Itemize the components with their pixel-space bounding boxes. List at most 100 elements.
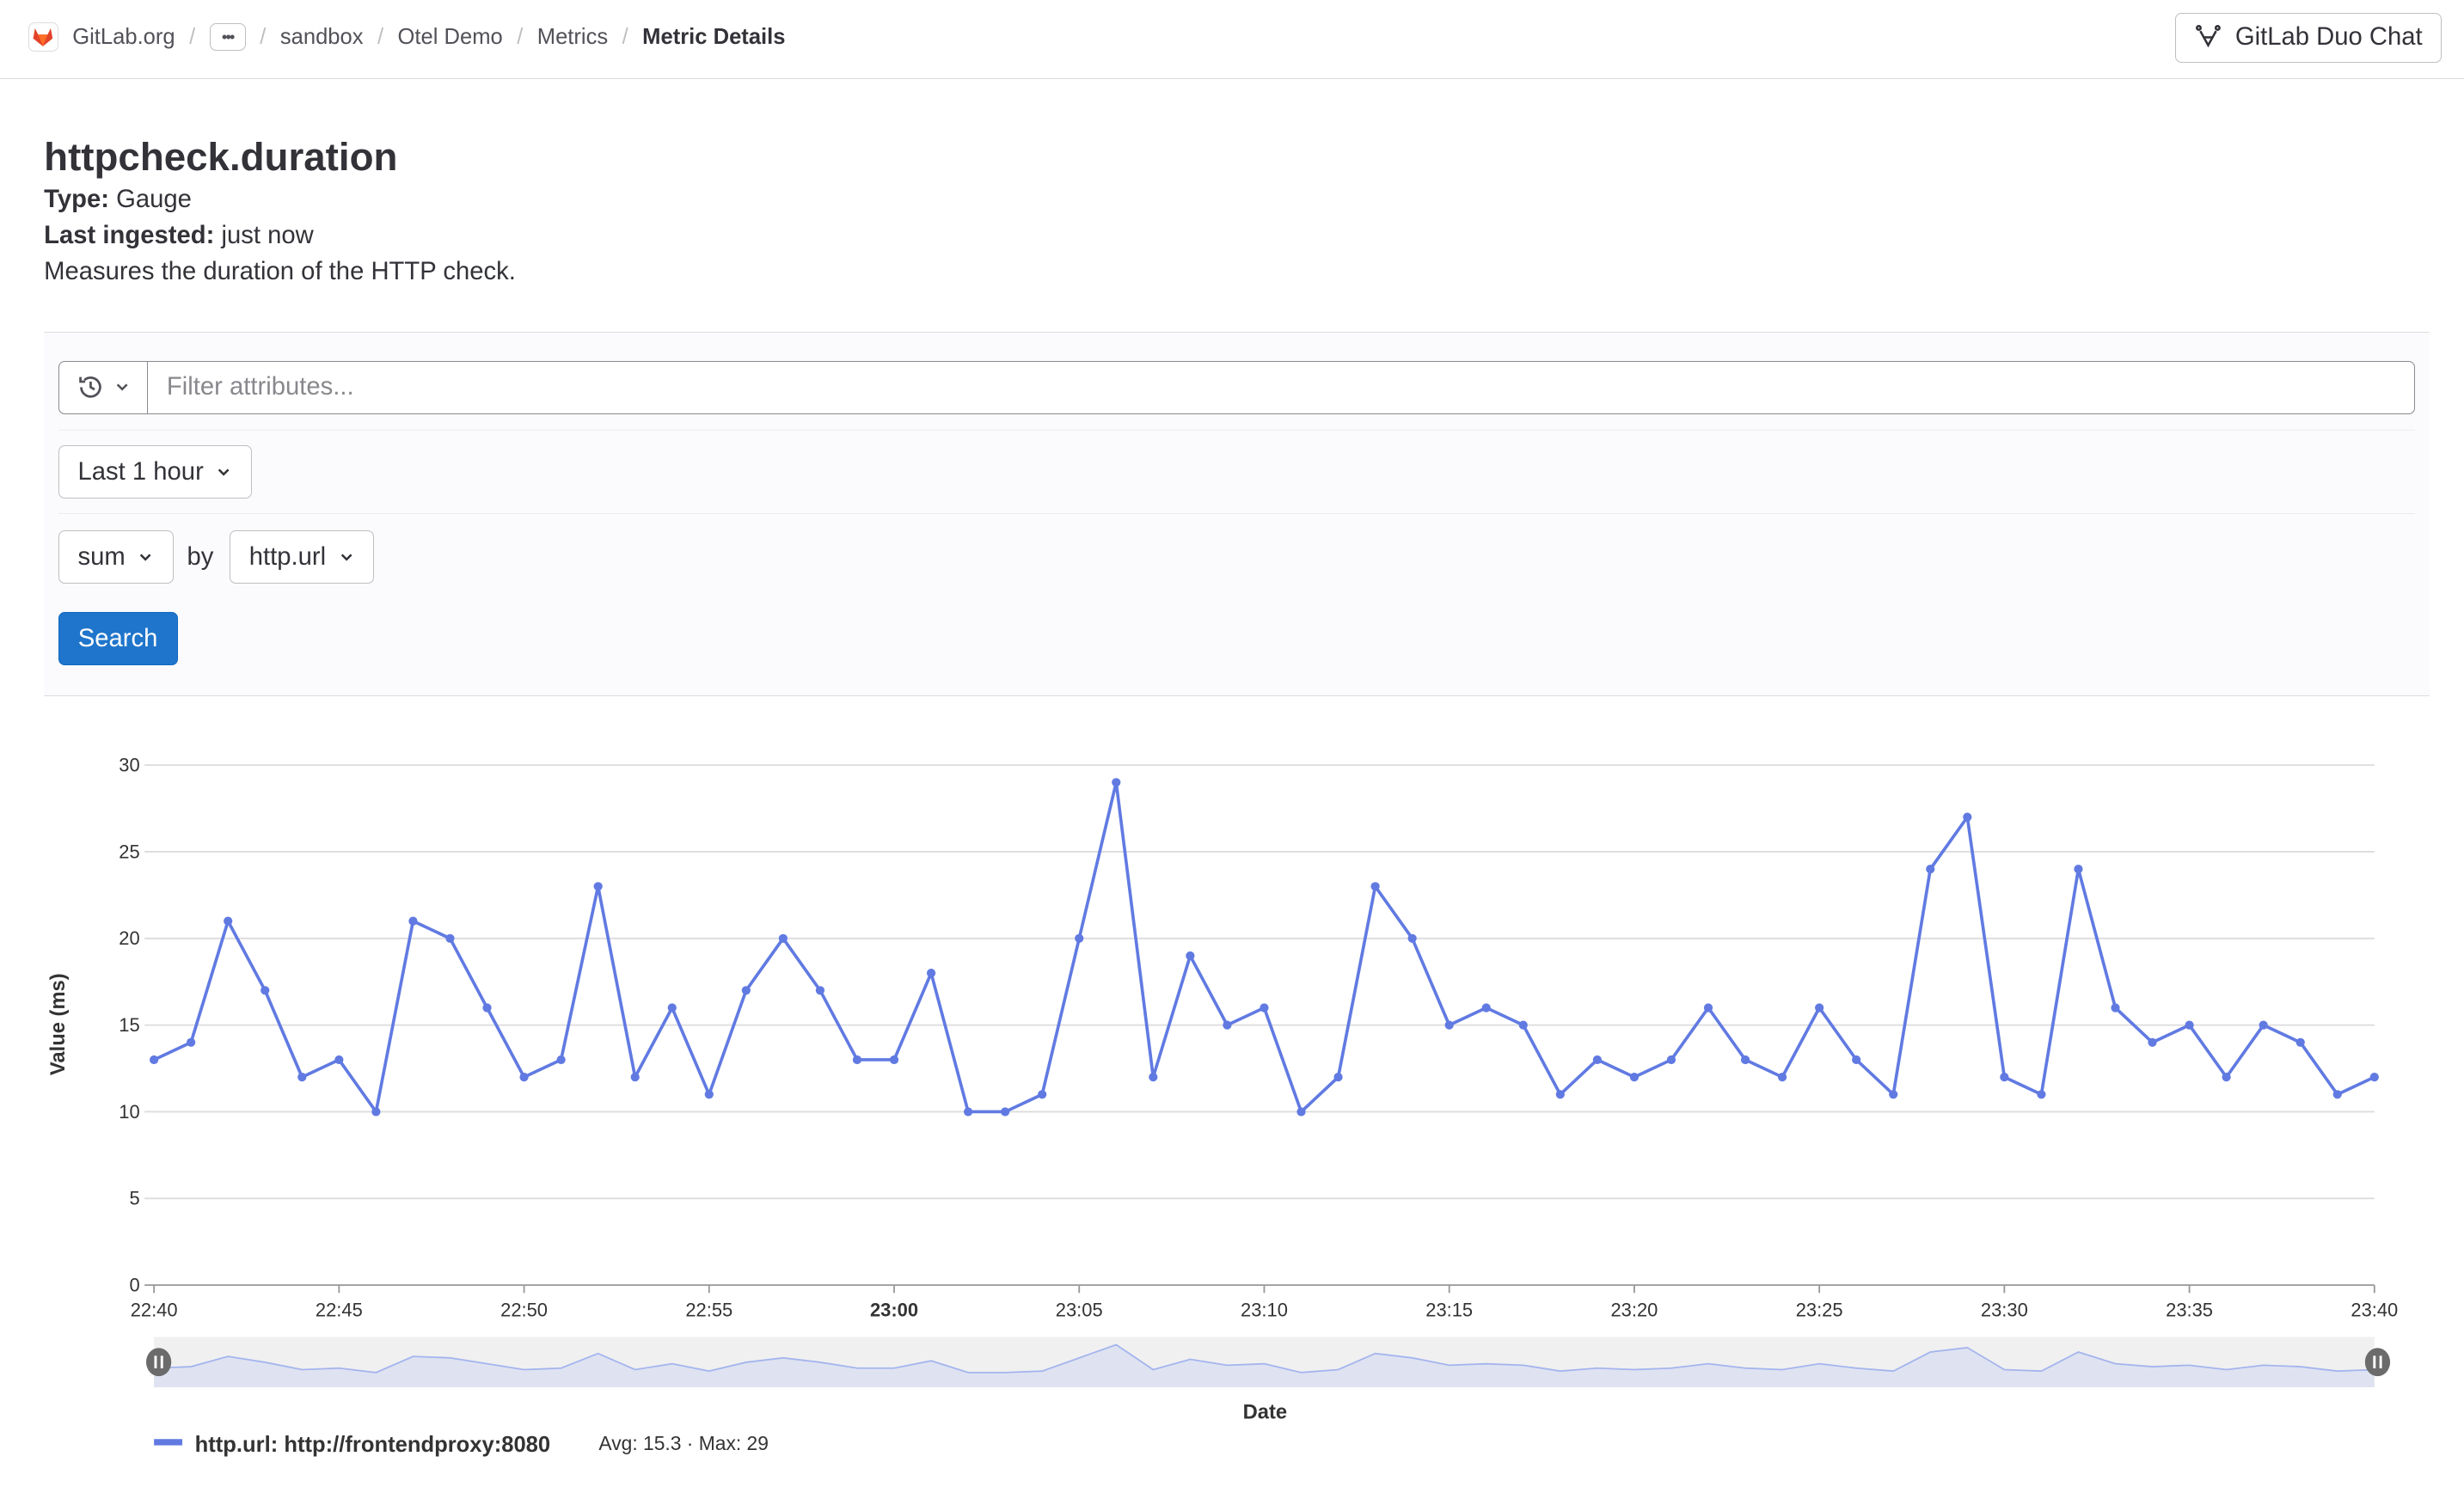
aggregation-dropdown[interactable]: sum [58,529,174,584]
x-tick-label: 22:50 [500,1300,548,1321]
data-point[interactable] [852,1055,862,1065]
data-point[interactable] [926,969,936,978]
data-point[interactable] [1666,1055,1676,1065]
data-point[interactable] [1038,1090,1047,1099]
data-point[interactable] [187,1037,196,1047]
data-point[interactable] [593,882,603,891]
data-point[interactable] [1370,882,1380,891]
legend-series-name[interactable]: http.url: http://frontendproxy:8080 [195,1433,551,1457]
data-point[interactable] [1481,1003,1491,1013]
data-point[interactable] [2000,1073,2009,1082]
series-line [153,781,2375,1117]
data-point[interactable] [1518,1020,1528,1030]
y-tick-label: 20 [119,927,139,949]
x-tick-label: 23:00 [870,1300,918,1321]
data-point[interactable] [1629,1073,1640,1082]
data-point[interactable] [2111,1003,2120,1013]
divider [58,429,2416,431]
data-point[interactable] [408,916,418,926]
chevron-down-icon [140,554,151,561]
metric-description: Measures the duration of the HTTP check. [44,257,516,285]
data-point[interactable] [1075,933,1084,943]
data-point[interactable] [2148,1037,2157,1047]
data-point[interactable] [2222,1073,2231,1082]
data-point[interactable] [445,933,455,943]
page-title: httpcheck.duration [44,135,398,180]
data-point[interactable] [667,1003,677,1013]
data-point[interactable] [889,1055,899,1065]
x-tick-label: 22:40 [131,1300,178,1321]
data-point[interactable] [1112,778,1121,787]
data-point[interactable] [1555,1090,1565,1099]
time-range-dropdown[interactable]: Last 1 hour [58,445,252,499]
data-point[interactable] [224,916,233,926]
data-point[interactable] [334,1055,344,1065]
zoom-slider-preview-line [154,1343,2375,1374]
data-point[interactable] [150,1055,159,1065]
data-point[interactable] [1592,1055,1602,1065]
x-tick-label: 23:20 [1610,1300,1658,1321]
data-point[interactable] [556,1055,566,1065]
data-point[interactable] [2037,1090,2046,1099]
breadcrumb-metrics[interactable]: Metrics [536,24,609,49]
data-point[interactable] [1740,1055,1750,1065]
data-point[interactable] [2295,1037,2305,1047]
search-button[interactable]: Search [58,612,178,666]
history-icon [78,376,101,398]
group-by-dropdown[interactable]: http.url [229,529,374,584]
metric-last-ingested: Last ingested: just now [44,221,314,249]
data-point[interactable] [1777,1073,1787,1082]
data-point[interactable] [2332,1090,2342,1099]
data-point[interactable] [778,933,788,943]
data-point[interactable] [519,1073,529,1082]
y-tick-label: 25 [119,841,139,862]
data-point[interactable] [704,1090,714,1099]
data-point[interactable] [1186,951,1195,961]
breadcrumb-more-button[interactable]: ••• [209,23,246,51]
duo-icon [2196,25,2222,48]
data-point[interactable] [1963,812,1972,822]
breadcrumb-otel-demo[interactable]: Otel Demo [397,24,503,49]
y-axis-label: Value (ms) [46,973,70,1075]
data-point[interactable] [963,1107,973,1117]
data-point[interactable] [260,986,270,995]
metric-type: Type: Gauge [44,185,192,213]
data-point[interactable] [297,1073,307,1082]
y-tick-label: 30 [119,754,139,775]
breadcrumb-gitlab-org[interactable]: GitLab.org [72,24,175,49]
data-point[interactable] [2259,1020,2268,1030]
data-point[interactable] [1223,1020,1232,1030]
legend-swatch [154,1439,183,1446]
zoom-handle-left[interactable] [145,1348,172,1377]
by-label: by [187,542,214,571]
x-tick-label: 22:55 [685,1300,732,1321]
data-point[interactable] [1149,1073,1158,1082]
data-point[interactable] [1926,865,1935,874]
data-point[interactable] [1852,1055,1861,1065]
data-point[interactable] [1444,1020,1454,1030]
data-point[interactable] [1333,1073,1343,1082]
data-point[interactable] [1407,933,1417,943]
recent-searches-button[interactable] [59,361,148,413]
data-point[interactable] [630,1073,640,1082]
data-point[interactable] [2185,1020,2194,1030]
data-point[interactable] [2369,1073,2379,1082]
data-point[interactable] [1260,1003,1269,1013]
data-point[interactable] [1296,1107,1306,1117]
data-point[interactable] [815,986,825,995]
data-point[interactable] [482,1003,492,1013]
data-point[interactable] [1703,1003,1713,1013]
zoom-handle-right[interactable] [2364,1348,2391,1377]
duo-chat-button[interactable]: GitLab Duo Chat [2174,12,2443,64]
data-point[interactable] [741,986,751,995]
x-tick-label: 23:15 [1425,1300,1473,1321]
data-point[interactable] [371,1107,381,1117]
data-point[interactable] [1001,1107,1010,1117]
divider [58,512,2416,514]
gitlab-logo-icon[interactable] [28,21,58,52]
data-point[interactable] [1815,1003,1824,1013]
data-point[interactable] [1889,1090,1898,1099]
filter-attributes-input[interactable] [147,361,2415,413]
breadcrumb-sandbox[interactable]: sandbox [279,24,364,49]
data-point[interactable] [2074,865,2083,874]
